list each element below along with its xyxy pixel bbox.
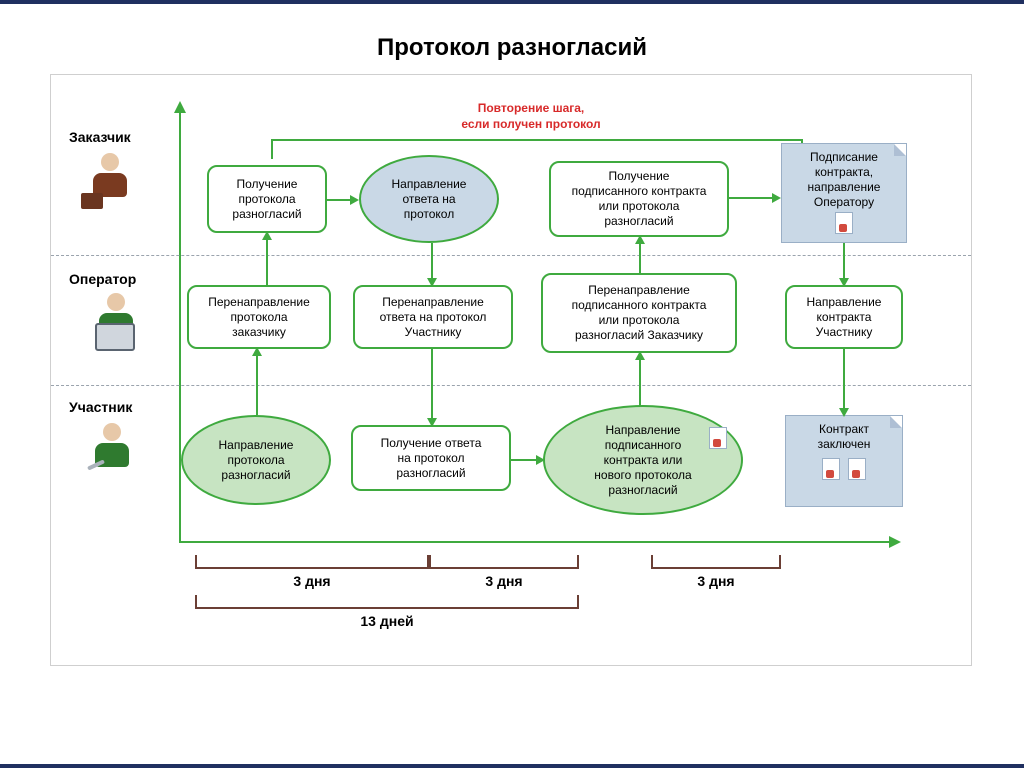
page-title: Протокол разногласий — [0, 34, 1024, 62]
lane-divider-1 — [51, 255, 971, 256]
node-c4: Подписание контракта, направление Операт… — [781, 143, 907, 243]
edge-o1-c1 — [266, 233, 268, 285]
node-c4-text: Подписание контракта, направление Операт… — [788, 150, 900, 210]
bracket-2-label: 3 дня — [485, 573, 522, 589]
node-p1-text: Направление протокола разногласий — [219, 438, 294, 483]
node-o1: Перенаправление протокола заказчику — [187, 285, 331, 349]
edge-c4-o4 — [843, 243, 845, 285]
bracket-3-label: 3 дня — [697, 573, 734, 589]
node-o3: Перенаправление подписанного контракта и… — [541, 273, 737, 353]
doc-icon — [848, 458, 866, 480]
node-p2: Получение ответа на протокол разногласий — [351, 425, 511, 491]
doc-icon — [709, 427, 727, 449]
node-o4-text: Направление контракта Участнику — [807, 295, 882, 340]
bracket-overall — [195, 595, 579, 609]
y-axis — [179, 103, 181, 541]
customer-icon — [87, 153, 133, 209]
edge-o3-c3 — [639, 237, 641, 273]
bracket-1-label: 3 дня — [293, 573, 330, 589]
edge-c3-c4 — [729, 197, 779, 199]
swimlane-diagram: Заказчик Оператор Участник Повторение ша… — [50, 74, 972, 666]
page: Протокол разногласий Заказчик Оператор У… — [0, 0, 1024, 768]
node-p4-text: Контракт заключен — [792, 422, 896, 452]
lane-label-operator: Оператор — [69, 271, 149, 287]
repeat-edge-left — [271, 139, 273, 159]
node-p3-text: Направление подписанного контракта или н… — [594, 423, 691, 498]
edge-o4-p4 — [843, 349, 845, 415]
node-c2: Направление ответа на протокол — [359, 155, 499, 243]
bracket-1 — [195, 555, 429, 569]
doc-icon — [822, 458, 840, 480]
node-c1-text: Получение протокола разногласий — [232, 177, 301, 222]
node-c3-text: Получение подписанного контракта или про… — [572, 169, 707, 229]
node-o1-text: Перенаправление протокола заказчику — [208, 295, 310, 340]
node-p1: Направление протокола разногласий — [181, 415, 331, 505]
node-o3-text: Перенаправление подписанного контракта и… — [572, 283, 707, 343]
lane-label-participant: Участник — [69, 399, 149, 415]
node-p3: Направление подписанного контракта или н… — [543, 405, 743, 515]
repeat-note-l2: если получен протокол — [461, 117, 600, 131]
node-c3: Получение подписанного контракта или про… — [549, 161, 729, 237]
operator-icon — [93, 293, 139, 349]
node-o2: Перенаправление ответа на протокол Участ… — [353, 285, 513, 349]
node-o2-text: Перенаправление ответа на протокол Участ… — [380, 295, 487, 340]
lane-label-customer: Заказчик — [69, 129, 149, 145]
node-p4: Контракт заключен — [785, 415, 903, 507]
bracket-overall-label: 13 дней — [360, 613, 413, 629]
edge-p3-o3 — [639, 353, 641, 407]
node-c2-text: Направление ответа на протокол — [392, 177, 467, 222]
edge-o2-p2 — [431, 349, 433, 425]
edge-p1-o1 — [256, 349, 258, 415]
doc-icon — [835, 212, 853, 234]
bracket-2 — [429, 555, 579, 569]
node-p2-text: Получение ответа на протокол разногласий — [381, 436, 482, 481]
repeat-edge-top — [271, 139, 801, 141]
edge-p2-p3 — [511, 459, 543, 461]
timeline-arrow — [179, 541, 899, 543]
edge-c1-c2 — [327, 199, 357, 201]
edge-c2-o2 — [431, 243, 433, 285]
node-c1: Получение протокола разногласий — [207, 165, 327, 233]
lane-divider-2 — [51, 385, 971, 386]
bracket-3 — [651, 555, 781, 569]
node-o4: Направление контракта Участнику — [785, 285, 903, 349]
repeat-note-l1: Повторение шага, — [478, 101, 585, 115]
repeat-note: Повторение шага, если получен протокол — [431, 101, 631, 132]
participant-icon — [89, 423, 135, 479]
